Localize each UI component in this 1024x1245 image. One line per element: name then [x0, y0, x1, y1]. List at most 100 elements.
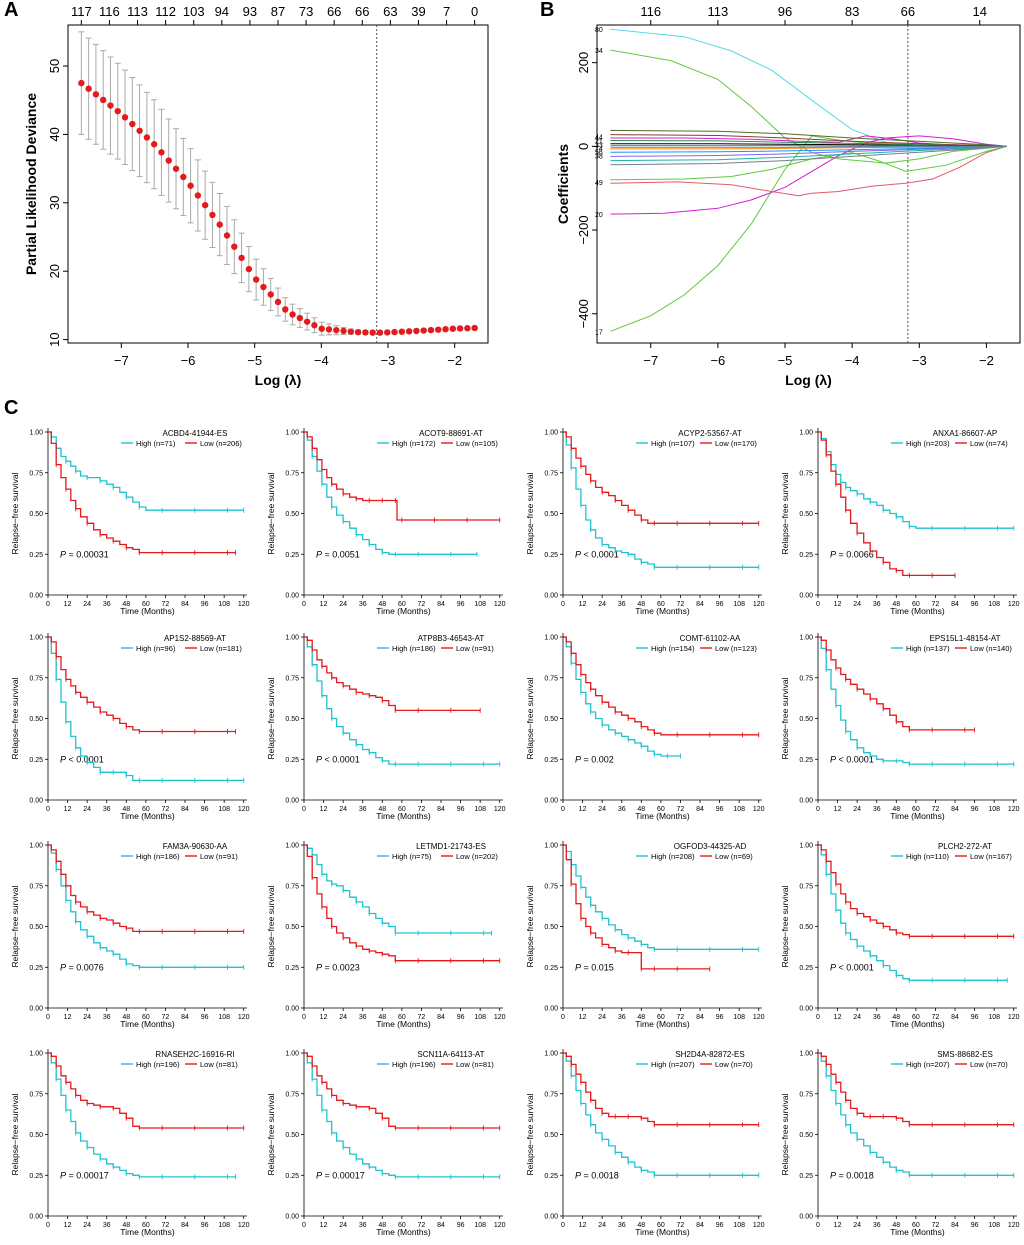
km-panel-ACYP2-53567-AT: 0 12 24 36 48 60 72 84 96 108 120 0.00 0.25 0.50 0.75 1…: [525, 428, 765, 616]
x-tick-label: 24: [339, 806, 347, 813]
deviance-point: [107, 102, 114, 109]
km-panel-EPS15L1-48154-AT: 0 12 24 36 48 60 72 84 96 108 120 0.00 0.25 0.50 0.75 1…: [780, 633, 1020, 821]
x-tick-label: 48: [378, 1014, 386, 1021]
deviance-point: [78, 79, 85, 87]
y-axis-title: Relapse−free survival: [780, 1093, 790, 1175]
y-tick-label: 0.75: [29, 675, 43, 682]
p-value-text: P = 0.0018: [830, 1170, 874, 1180]
p-value-text: P < 0.0001: [575, 549, 619, 559]
x-tick-label: 24: [339, 1014, 347, 1021]
path-label: 33: [595, 142, 603, 149]
y-tick-label: 0.50: [29, 924, 43, 931]
p-value-text: P = 0.015: [575, 962, 614, 972]
x-tick-label: −2: [447, 353, 462, 368]
x-tick-label: 72: [418, 601, 426, 608]
x-tick-label: 48: [637, 806, 645, 813]
y-tick-label: 0.00: [285, 593, 299, 600]
gene-title: COMT-61102-AA: [680, 634, 741, 643]
x-tick-label: 96: [457, 1222, 465, 1229]
y-tick-label: 0.75: [544, 883, 558, 890]
x-tick-label: 24: [598, 1222, 606, 1229]
legend-high-label: High (n=203): [906, 439, 950, 448]
x-tick-label: 60: [657, 806, 665, 813]
x-tick-label: 0: [816, 1014, 820, 1021]
y-tick-label: 0.00: [285, 1214, 299, 1221]
y-axis-title: Coefficients: [555, 144, 571, 224]
x-tick-label: 48: [122, 601, 130, 608]
km-curve-high: [48, 636, 244, 782]
x-tick-label: 12: [320, 601, 328, 608]
x-tick-label: 12: [579, 806, 587, 813]
x-axis-title: Log (λ): [785, 372, 832, 388]
p-value-text: P < 0.0001: [316, 754, 360, 764]
deviance-point: [92, 91, 100, 98]
x-tick-label: 12: [64, 806, 72, 813]
top-tick-label: 103: [183, 4, 205, 19]
x-tick-label: 36: [618, 806, 626, 813]
km-curve-low: [563, 844, 710, 970]
y-axis-title: Relapse−free survival: [525, 677, 535, 759]
km-curve-low: [48, 844, 244, 933]
x-tick-label: 120: [1008, 806, 1020, 813]
gene-title: ATP8B3-46543-AT: [418, 634, 485, 643]
deviance-point: [427, 326, 435, 334]
x-tick-label: 72: [418, 1014, 426, 1021]
legend-high-label: High (n=186): [392, 644, 436, 653]
x-tick-label: 96: [201, 1222, 209, 1229]
x-tick-label: 108: [988, 1014, 1000, 1021]
legend-high-label: High (n=154): [651, 644, 695, 653]
deviance-point: [267, 291, 274, 298]
y-tick-label: 0.25: [29, 552, 43, 559]
gene-title: EPS15L1-48154-AT: [929, 634, 1000, 643]
x-tick-label: 72: [162, 1014, 170, 1021]
x-tick-label: 96: [457, 1014, 465, 1021]
y-tick-label: 0.50: [544, 1132, 558, 1139]
x-tick-label: 120: [238, 601, 250, 608]
coef-path-m13: [610, 145, 1007, 148]
deviance-point: [158, 149, 165, 156]
y-tick-label: 0.50: [544, 511, 558, 518]
y-tick-label: 0.50: [29, 716, 43, 723]
gene-title: OGFOD3-44325-AD: [674, 842, 747, 851]
deviance-point: [449, 325, 457, 332]
y-axis-title: Relapse−free survival: [266, 472, 276, 554]
x-tick-label: 60: [142, 806, 150, 813]
km-panel-AP1S2-88569-AT: 0 12 24 36 48 60 72 84 96 108 120 0.00 0.25 0.50 0.75 1…: [10, 633, 250, 821]
y-axis-title: Relapse−free survival: [780, 472, 790, 554]
y-axis-title: Relapse−free survival: [10, 472, 20, 554]
top-tick-label: 87: [271, 4, 285, 19]
x-tick-label: 0: [302, 1014, 306, 1021]
x-tick-label: 72: [932, 806, 940, 813]
x-tick-label: 60: [142, 1222, 150, 1229]
x-tick-label: 72: [162, 601, 170, 608]
legend-high-label: High (n=172): [392, 439, 436, 448]
p-value-text: P = 0.0066: [830, 549, 874, 559]
x-tick-label: 108: [733, 1014, 745, 1021]
path-label: 17: [595, 329, 603, 336]
top-tick-label: 113: [127, 4, 148, 19]
x-tick-label: −3: [912, 353, 927, 368]
deviance-point: [333, 326, 340, 334]
x-tick-label: 36: [359, 1222, 367, 1229]
x-tick-label: −2: [979, 353, 994, 368]
gene-title: RNASEH2C-16916-RI: [155, 1050, 234, 1059]
x-tick-label: 12: [834, 601, 842, 608]
x-tick-label: 12: [320, 1014, 328, 1021]
y-tick-label: 0.75: [799, 675, 813, 682]
top-tick-label: 93: [243, 4, 257, 19]
y-tick-label: 0.75: [544, 675, 558, 682]
path-label: 21: [595, 138, 603, 145]
coef-path-80: [610, 28, 1007, 147]
y-tick-label: 1.00: [29, 635, 43, 642]
deviance-point: [85, 85, 92, 92]
x-tick-label: 84: [951, 601, 959, 608]
top-tick-label: 96: [778, 4, 792, 19]
x-tick-label: 48: [637, 601, 645, 608]
x-tick-label: 108: [474, 601, 486, 608]
y-tick-label: 0.00: [544, 1006, 558, 1013]
x-tick-label: 120: [494, 601, 506, 608]
legend-low-label: Low (n=70): [715, 1060, 753, 1069]
x-tick-label: 12: [834, 1014, 842, 1021]
x-tick-label: 36: [873, 806, 881, 813]
km-panel-SH2D4A-82872-ES: 0 12 24 36 48 60 72 84 96 108 120 0.00 0.25 0.50 0.75 1…: [525, 1049, 765, 1237]
